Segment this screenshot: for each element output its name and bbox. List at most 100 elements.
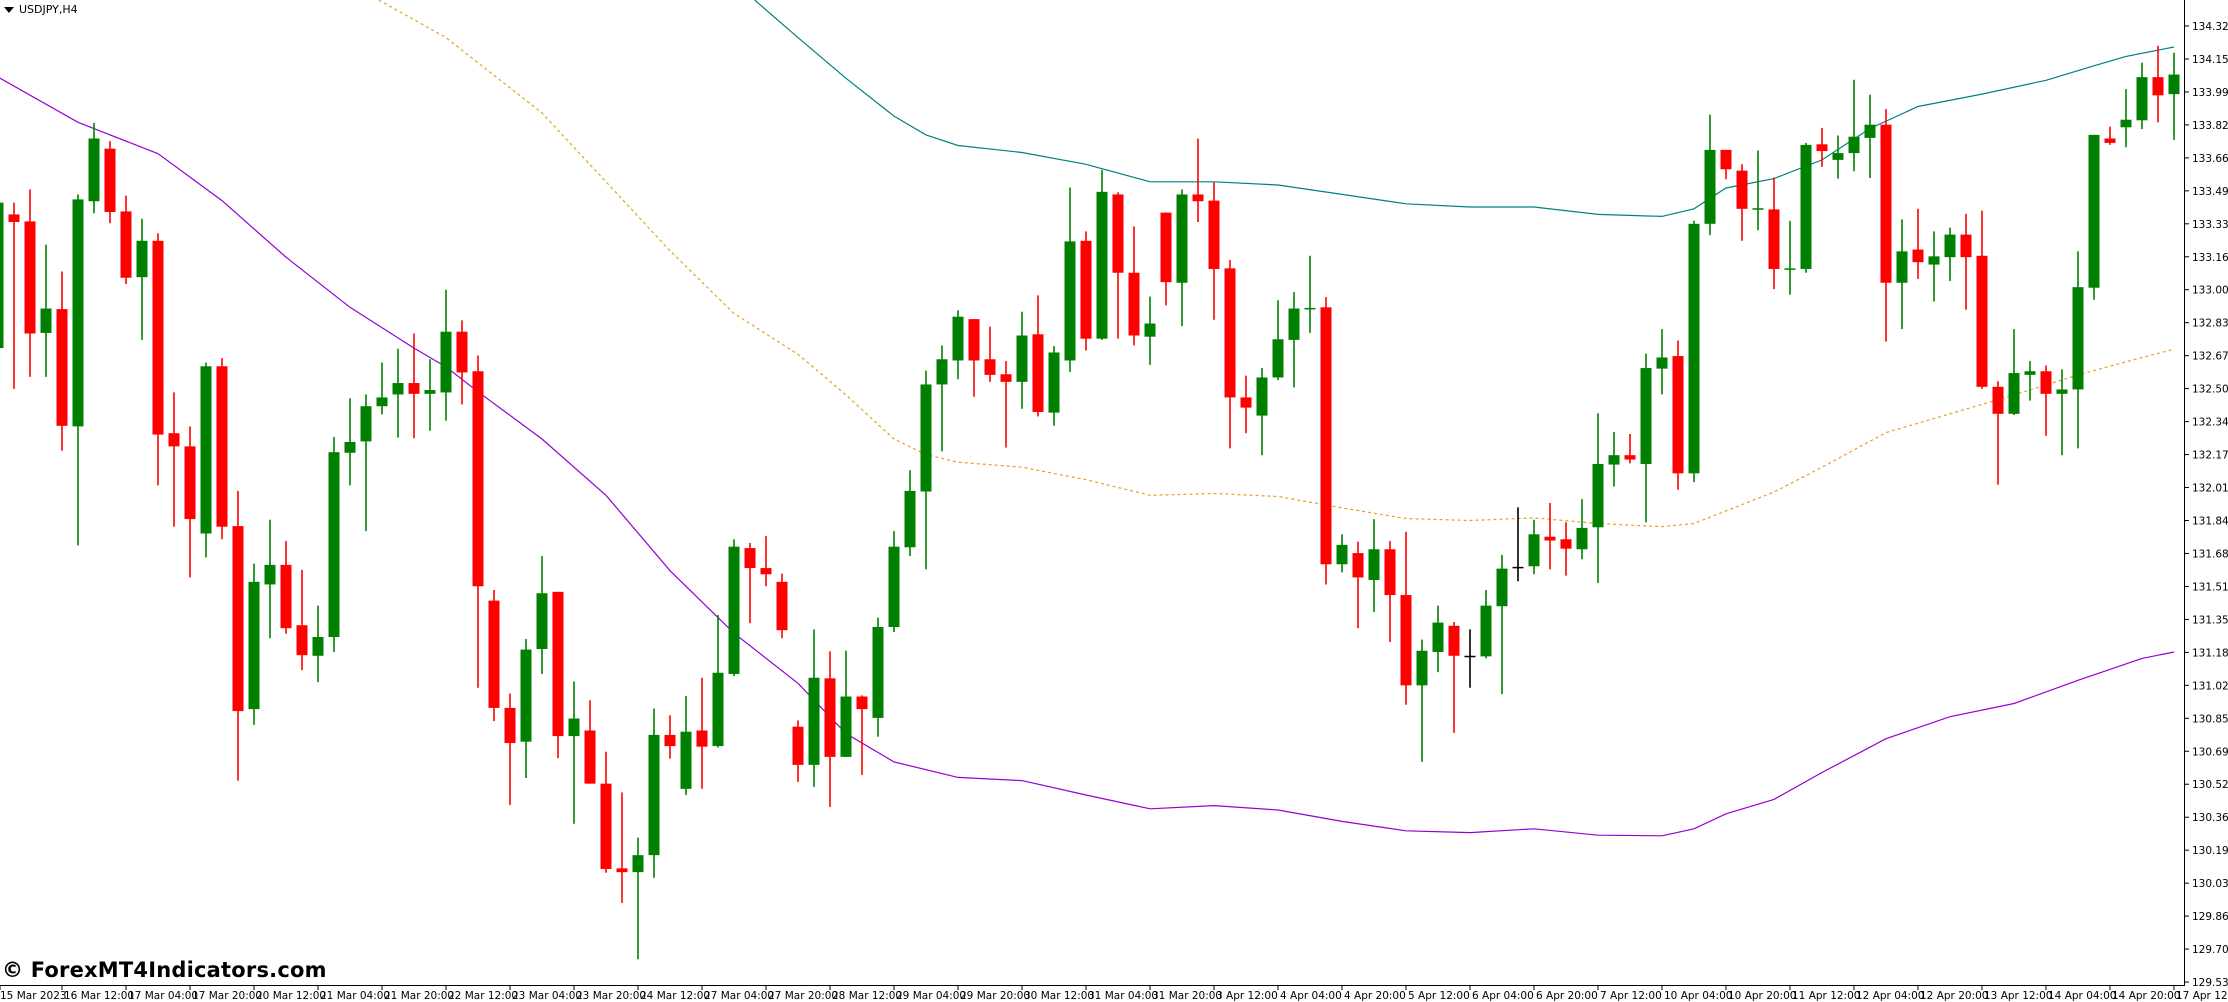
candle (408, 333, 420, 439)
candle-body (504, 707, 516, 744)
time-tick-label: 5 Apr 12:00 (1408, 990, 1470, 1002)
candle (1816, 127, 1828, 167)
candle-body (24, 221, 36, 334)
price-tick-label: 130.690 (2192, 746, 2228, 758)
axes (0, 0, 2185, 986)
candle (1208, 182, 1220, 320)
lower-band-line (0, 77, 2175, 837)
candle (1144, 296, 1156, 365)
candle-body (280, 564, 292, 629)
price-tick-label: 134.155 (2192, 54, 2228, 66)
candle-body (1032, 334, 1044, 413)
candle-body (1128, 272, 1140, 336)
time-tick-label: 14 Apr 20:00 (2112, 990, 2180, 1002)
time-tick-label: 22 Mar 12:00 (448, 990, 518, 1002)
candle (504, 693, 516, 806)
candle (696, 677, 708, 789)
candle (1272, 300, 1284, 381)
candle (1112, 192, 1124, 339)
candle-body (1400, 595, 1412, 686)
upper-band-line (753, 0, 2175, 218)
candle (1848, 79, 1860, 172)
candle-body (456, 331, 468, 373)
dropdown-triangle-icon[interactable] (4, 6, 14, 13)
candle-body (904, 490, 916, 548)
candle-body (1896, 251, 1908, 283)
candle (1944, 227, 1956, 281)
candle-body (472, 371, 484, 587)
candle-body (1096, 191, 1108, 339)
candle-body (1688, 223, 1700, 474)
candle (488, 590, 500, 722)
time-tick-label: 17 Mar 04:00 (128, 990, 198, 1002)
candle-body (200, 366, 212, 534)
candle (1224, 260, 1236, 449)
candle-body (984, 359, 996, 375)
candle (680, 695, 692, 796)
candle-body (1432, 622, 1444, 652)
candle (24, 189, 36, 377)
candle-body (520, 649, 532, 742)
candle (1672, 340, 1684, 490)
candle (1368, 519, 1380, 613)
candle (1096, 169, 1108, 340)
candle-body (1992, 386, 2004, 414)
candle (1512, 507, 1524, 582)
candle-body (216, 366, 228, 527)
candle-body (760, 568, 772, 575)
candle-body (1272, 339, 1284, 378)
candle (984, 326, 996, 382)
candle-body (1064, 241, 1076, 361)
price-tick-label: 133.825 (2192, 120, 2228, 132)
candle (1976, 210, 1988, 389)
candle (760, 536, 772, 587)
candle-body (1592, 463, 1604, 528)
candle-body (776, 581, 788, 631)
candle (1032, 295, 1044, 417)
candle (1784, 220, 1796, 295)
candle (1704, 114, 1716, 236)
candle-body (344, 441, 356, 453)
candle-body (568, 718, 580, 737)
candle-body (1704, 149, 1716, 224)
candle (1400, 531, 1412, 705)
candle (2040, 365, 2052, 436)
candle (2168, 52, 2180, 140)
candle-body (264, 564, 276, 585)
candle-body (312, 636, 324, 656)
candle (2056, 369, 2068, 456)
candle (808, 629, 820, 787)
candle (280, 541, 292, 634)
candle (1304, 255, 1316, 333)
candle (936, 345, 948, 452)
candle (664, 715, 676, 759)
candle (712, 615, 724, 748)
chart-title[interactable]: USDJPY,H4 (4, 3, 78, 16)
candle (424, 359, 436, 431)
candle (1992, 381, 2004, 485)
time-tick-label: 6 Apr 04:00 (1472, 990, 1534, 1002)
candle (1608, 431, 1620, 487)
candle (1928, 231, 1940, 302)
candle-body (232, 526, 244, 712)
candle-body (184, 446, 196, 520)
candle-body (1784, 268, 1796, 270)
candle-body (680, 731, 692, 789)
candle (1464, 629, 1476, 688)
time-tick-label: 28 Mar 12:00 (832, 990, 902, 1002)
candle-body (1768, 209, 1780, 269)
candle (1048, 346, 1060, 426)
candle-body (1560, 539, 1572, 549)
candle (952, 310, 964, 380)
candle (248, 563, 260, 725)
candle (1448, 622, 1460, 733)
price-tick-label: 131.185 (2192, 647, 2228, 659)
candle (216, 358, 228, 540)
candle-body (2072, 287, 2084, 390)
price-tick-label: 133.660 (2192, 153, 2228, 165)
candle-body (1928, 256, 1940, 265)
candle-body (2008, 373, 2020, 414)
candle (72, 194, 84, 546)
time-tick-label: 29 Mar 20:00 (960, 990, 1030, 1002)
